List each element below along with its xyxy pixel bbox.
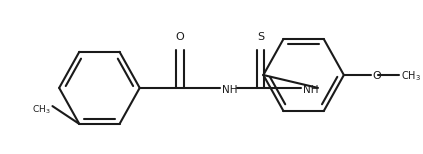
Text: NH: NH [302, 85, 318, 95]
Text: O: O [373, 71, 382, 81]
Text: O: O [176, 32, 184, 42]
Text: CH$_3$: CH$_3$ [32, 103, 50, 116]
Text: CH$_3$: CH$_3$ [401, 69, 421, 83]
Text: S: S [257, 32, 264, 42]
Text: NH: NH [222, 85, 238, 95]
